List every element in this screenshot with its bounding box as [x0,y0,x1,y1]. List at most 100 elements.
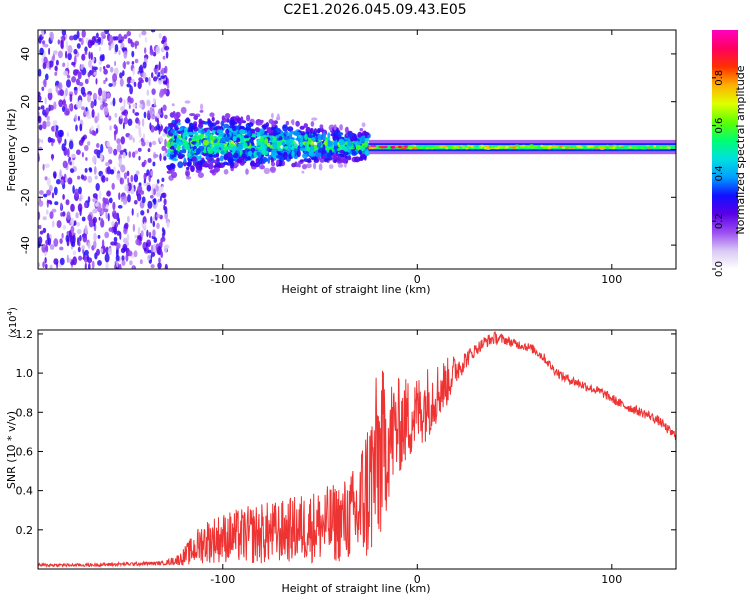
spectrogram-cell [147,249,152,254]
spectrogram-cell [44,176,48,181]
spectrogram-cell [78,255,83,261]
spectrogram-cell [87,114,92,119]
spectrogram-cell [65,40,69,50]
spectrogram-cell [75,212,79,219]
spectrogram-cell [363,141,368,148]
carrier-cell [415,146,422,149]
carrier-cell [532,145,539,149]
snr-y-label: SNR (10 * v/v) [5,411,18,489]
spectrogram-cell [100,98,103,106]
spectrogram-cell [133,200,138,205]
spectrogram-cell [80,174,85,180]
spectrogram-cell [211,116,215,122]
spectrogram-cell [177,122,181,126]
spectrogram-cell [339,153,345,158]
spectrogram-cell [103,208,109,213]
spectrogram-cell [161,227,165,233]
spectrogram-cell [306,163,312,169]
spectrogram-cell [78,37,82,42]
spectrogram-cell [250,129,254,134]
spectrogram-cell [215,120,220,125]
spectrogram-cell [159,153,162,162]
spectrogram-cell [215,152,220,158]
spectrogram-cell [108,83,113,87]
spectrogram-cell [224,153,229,160]
spectrogram-cell [58,99,64,108]
spectrogram-cell [166,141,172,149]
spectrogram-cell [84,249,89,256]
spectrogram-cell [42,216,47,221]
spectrogram-cell [173,113,179,120]
spectrogram-cell [333,124,337,131]
spectrogram-cell [137,193,142,202]
spectrogram-cell [38,95,42,102]
spectrogram-cell [197,129,202,134]
spectrogram-cell [53,124,57,132]
spectrogram-cell [136,212,139,218]
carrier-cell [370,144,377,148]
carrier-cell [512,146,516,149]
spectrogram-cell [278,136,283,141]
spectrogram-cell [324,158,328,163]
spectrogram-cell [182,139,187,143]
spectrogram-cell [105,177,109,182]
spectrogram-cell [71,76,77,83]
spectrogram-cell [112,201,116,211]
colorbar-tick-label: 0.4 [714,165,725,181]
spectrogram-cell [143,172,147,181]
carrier-cell [632,147,639,150]
spectrogram-cell [294,131,301,135]
spectrogram-cell [111,220,115,228]
spectrogram-cell [132,67,135,76]
spectrogram-cell [207,119,212,124]
spectrogram-cell [309,152,316,157]
spectrogram-cell [299,141,304,147]
spectrogram-cell [70,203,75,212]
spectrogram-cell [147,200,153,209]
spectrogram-cell [82,234,88,243]
spectrogram-cell [99,152,103,161]
spectrogram-cell [197,160,204,166]
spectrogram-cell [76,228,82,235]
carrier-cell [608,146,614,149]
spectrogram-cell [113,148,118,156]
spectrogram-cell [319,124,324,129]
spectrogram-cell [43,56,48,64]
spectrogram-cell [160,251,164,258]
spectrogram-cell [185,176,192,180]
spectrogram-cell [81,245,85,250]
spectrogram-cell [97,95,101,101]
carrier-cell [543,146,548,149]
spectrogram-cell [216,129,222,134]
spectrogram-cell [206,163,210,167]
spectrogram-cell [69,161,72,166]
spectrogram-cell [191,156,197,162]
carrier-cell [423,145,428,148]
spectrogram-cell [137,185,143,194]
carrier-cell [505,145,509,149]
spectrogram-cell [220,138,227,143]
spectrogram-cell [174,127,180,130]
spectrogram-cell [54,65,58,72]
spectrogram-cell [276,159,280,165]
colorbar-tick-label: 0.8 [714,70,725,86]
spectrogram-cell [54,201,59,206]
spectrogram-cell [126,30,132,37]
spectrogram-cell [151,187,154,197]
spectrogram-cell [59,257,65,266]
spectrogram-cell [156,179,160,184]
spectrogram-cell [135,124,140,129]
snr-y-tick-label: 0.4 [16,485,34,498]
spectrogram-cell [195,148,201,155]
spectrogram-cell [131,61,135,65]
spectrogram-cell [75,124,78,132]
spectrogram-cell [161,88,168,95]
spectrogram-cell [153,237,158,243]
spectrogram-cell [87,175,93,184]
spectrogram-cell [153,76,158,82]
spectrogram-cell [267,142,271,147]
spectrogram-y-tick-label: 0 [19,146,32,153]
spectrogram-cell [116,242,121,249]
spectrogram-cell [57,39,60,45]
spectrogram-cell [144,36,148,43]
